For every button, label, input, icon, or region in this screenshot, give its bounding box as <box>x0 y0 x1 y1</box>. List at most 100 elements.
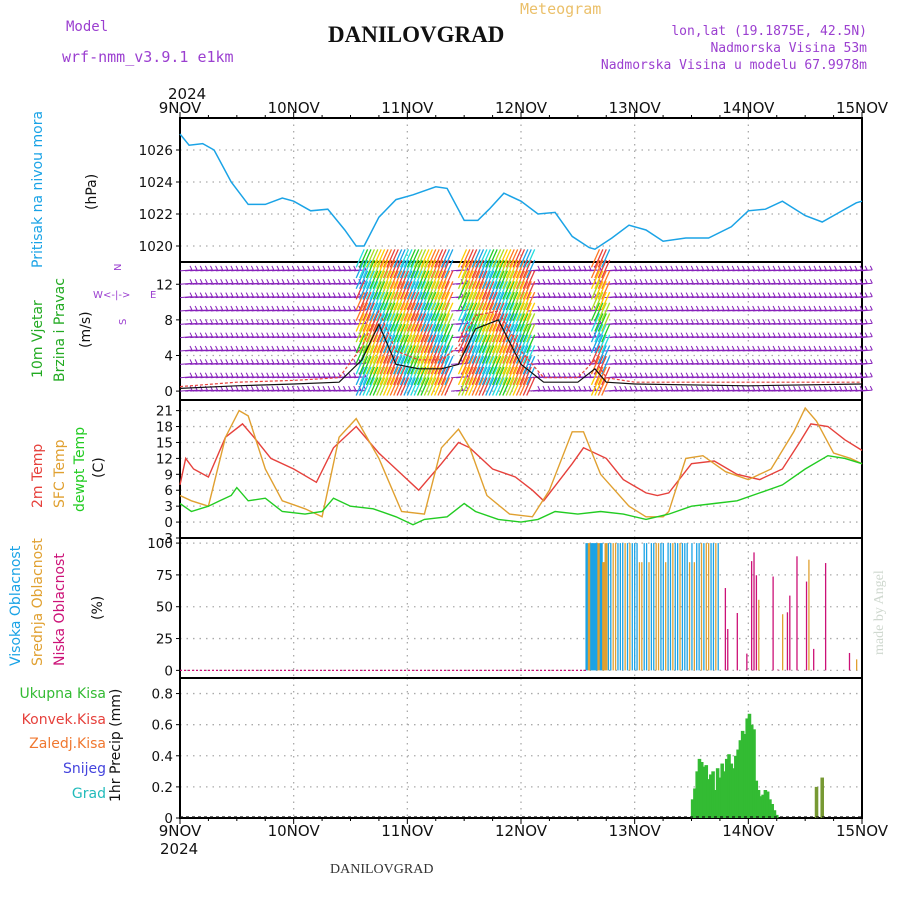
y-tick-label: 6 <box>164 483 173 499</box>
precip-bar <box>711 771 715 818</box>
compass-e: E <box>150 290 156 301</box>
y-tick-label: 0 <box>164 663 173 679</box>
model-name: wrf-nmm_v3.9.1 e1km <box>62 48 234 66</box>
legend-total-rain: Ukupna Kisa <box>19 686 106 702</box>
precip-bar <box>747 713 752 818</box>
y-tick-label: 21 <box>156 404 173 420</box>
precip-bar <box>706 779 711 818</box>
precip-bar <box>752 729 756 818</box>
precip-bar <box>695 771 699 818</box>
y-tick-label: 9 <box>164 467 173 483</box>
y-tick-label: 1026 <box>139 143 173 159</box>
x-tick-label-top: 13NOV <box>609 99 662 117</box>
precip-bar <box>727 754 731 818</box>
altitude-text: Nadmorska Visina 53m <box>710 41 867 56</box>
precip-bar <box>722 771 727 818</box>
y-tick-label: 15 <box>156 435 173 451</box>
precip-bar <box>745 718 749 818</box>
page-title: DANILOVGRAD <box>328 22 505 47</box>
y-tick-label: 0.2 <box>152 780 173 796</box>
compass-arrow: <-|-> <box>103 290 130 301</box>
year-label-bottom: 2024 <box>160 840 198 858</box>
precip-bar <box>718 777 722 818</box>
precip-bar <box>720 763 724 818</box>
precip-bar <box>704 765 709 818</box>
precip-bar <box>724 758 729 818</box>
y-tick-label: 50 <box>156 600 173 616</box>
precip-bar <box>759 796 763 818</box>
precip-bar <box>729 763 734 818</box>
meteogram-label: Meteogram <box>520 0 602 18</box>
x-tick-label-bottom: 13NOV <box>609 822 662 840</box>
y-tick-label: 1024 <box>139 175 173 191</box>
precip-bar <box>699 762 704 818</box>
precip-bar <box>702 766 706 818</box>
x-tick-label-bottom: 9NOV <box>159 822 202 840</box>
y-tick-label: 0 <box>164 515 173 531</box>
model-altitude-text: Nadmorska Visina u modelu 67.9978m <box>600 58 867 73</box>
precip-bar <box>743 734 747 818</box>
precip-bar <box>693 788 697 818</box>
precip-bar <box>740 730 745 818</box>
x-tick-label-top: 9NOV <box>159 99 202 117</box>
wind-gust-line <box>179 309 862 388</box>
precip-bar <box>763 790 768 818</box>
x-tick-label-top: 10NOV <box>268 99 321 117</box>
precip-bar <box>731 768 736 818</box>
lonlat-text: lon,lat (19.1875E, 42.5N) <box>671 24 867 39</box>
y-tick-label: 12 <box>156 451 173 467</box>
y-tick-label: 0.6 <box>152 718 173 734</box>
x-tick-label-top: 11NOV <box>381 99 434 117</box>
x-tick-label-bottom: 12NOV <box>495 822 548 840</box>
compass-w: W <box>93 290 103 301</box>
x-tick-label-bottom: 15NOV <box>836 822 889 840</box>
year-label-top: 2024 <box>168 85 206 103</box>
y-tick-label: 0 <box>164 384 173 400</box>
precip-bar <box>736 749 740 818</box>
y-tick-label: 18 <box>156 420 173 436</box>
x-tick-label-top: 12NOV <box>495 99 548 117</box>
y-tick-label: 4 <box>164 348 173 364</box>
wind-speed-line <box>179 319 863 389</box>
precip-bar <box>768 799 772 818</box>
y-tick-label: 12 <box>156 277 173 293</box>
y-tick-label: 0.8 <box>152 687 173 703</box>
precip-bar <box>697 758 702 818</box>
temp-series-dewpt-temp <box>179 454 863 526</box>
legend-snow: Snijeg <box>62 761 106 777</box>
y-tick-label: 100 <box>147 536 173 552</box>
precip-bar <box>734 755 738 818</box>
y-tick-label: 1020 <box>139 239 173 255</box>
y-tick-label: 0.4 <box>152 749 173 765</box>
precip-bar <box>754 780 759 818</box>
temp-series-sfc-temp <box>179 406 863 518</box>
y-tick-label: 0 <box>164 811 173 827</box>
precip-bar <box>715 768 720 818</box>
x-tick-label-bottom: 10NOV <box>268 822 321 840</box>
precip-bar <box>761 794 765 818</box>
footer-station: DANILOVGRAD <box>330 862 434 877</box>
y-tick-label: -3 <box>160 531 173 547</box>
precip-bar <box>772 810 777 818</box>
compass-n: N <box>113 264 124 271</box>
y-tick-label: 8 <box>164 313 173 329</box>
x-tick-label-bottom: 11NOV <box>381 822 434 840</box>
y-tick-label: 1022 <box>139 207 173 223</box>
y-tick-label: 25 <box>156 632 173 648</box>
compass-s: S <box>118 319 129 325</box>
cloud-bars <box>585 543 858 671</box>
precip-bar <box>756 790 761 818</box>
precip-bar <box>738 740 743 818</box>
precip-bar <box>690 799 695 818</box>
x-tick-label-bottom: 14NOV <box>722 822 775 840</box>
precip-bar <box>749 724 754 818</box>
precip-bar <box>713 790 718 818</box>
legend-hail: Grad <box>71 786 106 802</box>
model-label: Model <box>66 19 109 35</box>
precip-bar <box>765 791 770 818</box>
x-tick-label-top: 15NOV <box>836 99 889 117</box>
precip-bar <box>770 804 774 818</box>
x-tick-label-top: 14NOV <box>722 99 775 117</box>
legend-convective-rain: Konvek.Kisa <box>21 712 106 728</box>
